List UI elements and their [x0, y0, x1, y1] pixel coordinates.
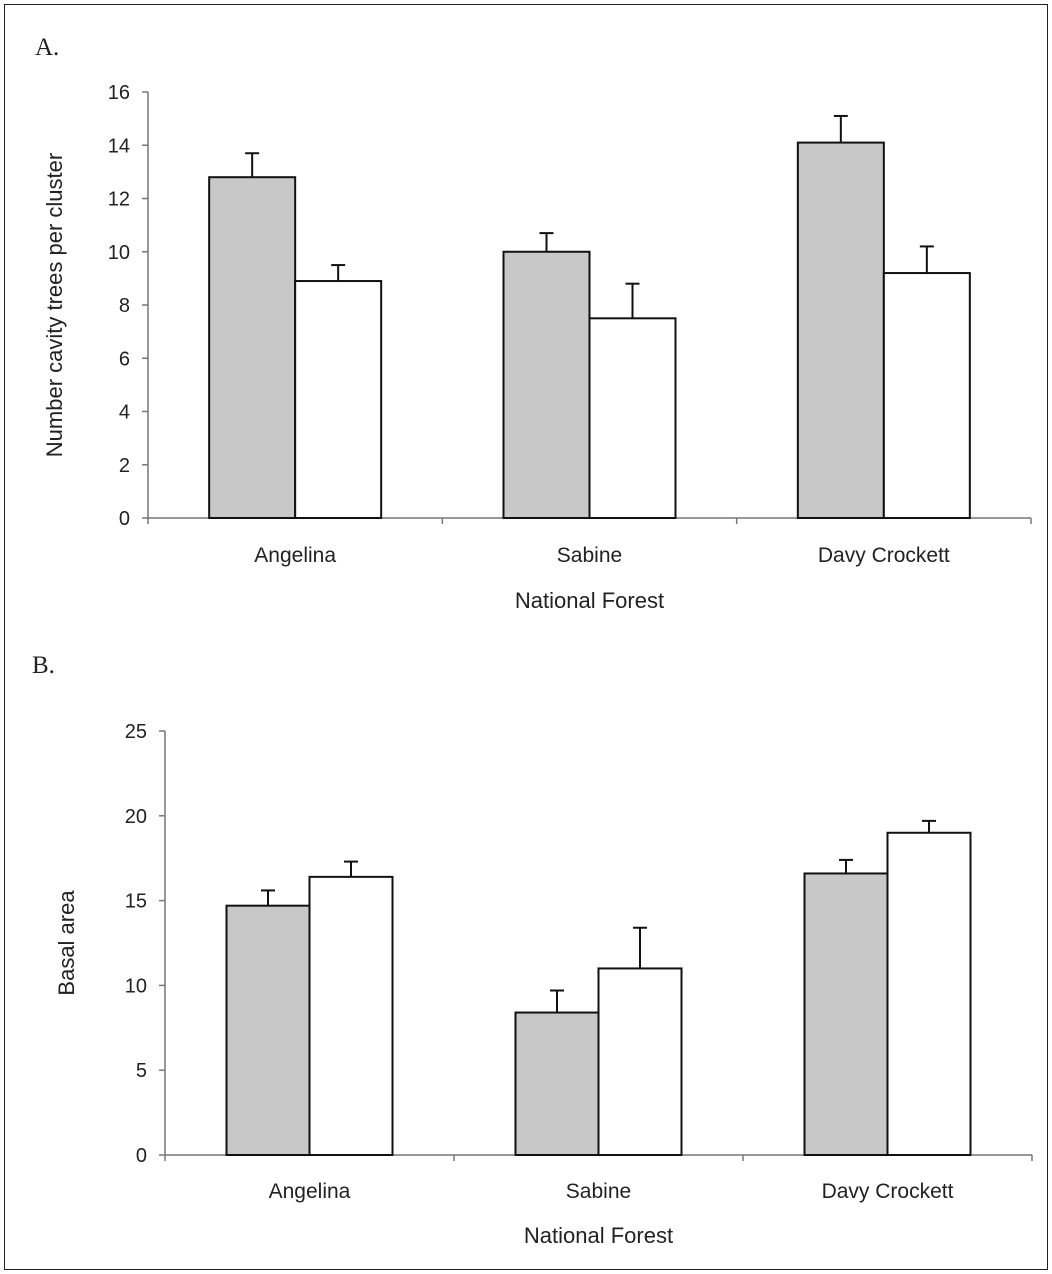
- chart-a-category-label: Angelina: [254, 544, 336, 567]
- chart-b-bar: [225, 904, 311, 1156]
- chart-b-category-label: Sabine: [566, 1180, 631, 1203]
- chart-b-y-tick-label: 10: [125, 975, 147, 997]
- chart-a-bar: [294, 280, 383, 519]
- chart-b-y-tick-label: 15: [125, 891, 147, 913]
- chart-a-y-tick-label: 8: [119, 295, 130, 317]
- chart-a-y-tick-label: 2: [119, 455, 130, 477]
- chart-a-y-tick-label: 10: [108, 242, 130, 264]
- chart-a-y-tick-label: 12: [108, 189, 130, 211]
- chart-a-bar: [502, 250, 591, 519]
- chart-b-y-tick-label: 5: [136, 1060, 147, 1082]
- chart-b-bar: [514, 1011, 600, 1157]
- chart-a-x-axis-title: National Forest: [515, 588, 664, 613]
- chart-b-y-tick-label: 25: [125, 721, 147, 743]
- chart-a-y-tick-label: 6: [119, 348, 130, 370]
- chart-b-x-axis-title: National Forest: [524, 1223, 673, 1248]
- chart-a-y-tick-label: 14: [108, 135, 130, 157]
- chart-a-y-tick-label: 16: [108, 82, 130, 104]
- chart-a-bar: [882, 272, 971, 519]
- chart-a-y-tick-label: 0: [119, 508, 130, 530]
- chart-a-y-tick-label: 4: [119, 402, 130, 424]
- chart-b-bar: [803, 872, 889, 1156]
- chart-a-bar: [208, 176, 297, 519]
- chart-b-bars: [225, 819, 972, 1157]
- chart-b-bar: [597, 967, 683, 1156]
- chart-b-bar: [308, 875, 394, 1157]
- chart-b-labels: 0 5 10 15 20 25 Angelina Sabine Davy Crockett Nat…: [54, 721, 954, 1248]
- chart-b-y-axis-title: Basal area: [54, 890, 79, 996]
- chart-a-category-label: Davy Crockett: [818, 544, 950, 567]
- chart-b-category-label: Angelina: [269, 1180, 351, 1203]
- chart-b-category-label: Davy Crockett: [822, 1180, 954, 1203]
- chart-a-category-label: Sabine: [557, 544, 622, 567]
- chart-a-labels: 0 2 4 6 8 10 12 14 16 Angelina Sabine Davy Crockett…: [42, 82, 950, 613]
- chart-a-bars: [208, 114, 971, 519]
- panel-a-label: A.: [35, 34, 60, 61]
- chart-b-bar: [886, 831, 972, 1156]
- chart-a-bar: [796, 141, 885, 519]
- panel-b-label: B.: [32, 652, 55, 679]
- chart-b-y-tick-label: 20: [125, 806, 147, 828]
- chart-a-bar: [588, 317, 677, 519]
- chart-b-y-tick-label: 0: [136, 1145, 147, 1167]
- chart-a-y-axis-title: Number cavity trees per cluster: [42, 153, 67, 457]
